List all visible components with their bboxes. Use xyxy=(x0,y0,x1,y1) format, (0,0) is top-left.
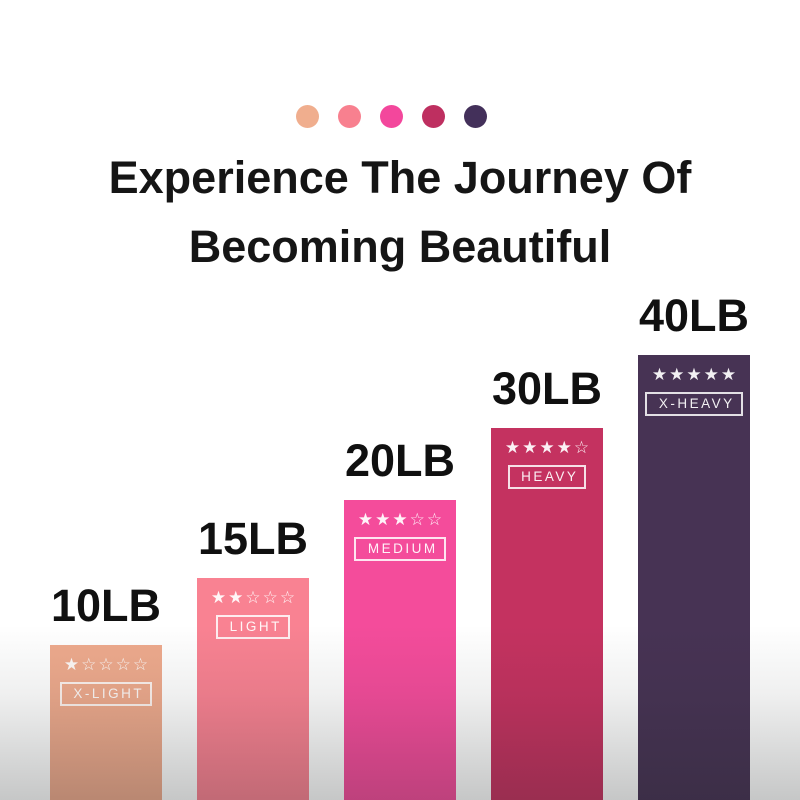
bar: ★★☆☆☆ LIGHT xyxy=(197,578,309,800)
x-heavy-dot xyxy=(463,105,487,128)
bar-weight-label: 10LB xyxy=(50,580,162,631)
heavy-dot xyxy=(421,105,445,128)
page-title: Experience The Journey Of Becoming Beaut… xyxy=(0,143,800,281)
medium-dot xyxy=(379,105,403,128)
x-light-dot xyxy=(295,105,319,128)
star-rating: ★★★★☆ xyxy=(504,438,592,458)
bar-group: 15LB ★★☆☆☆ LIGHT xyxy=(197,514,309,800)
bar-weight-label: 40LB xyxy=(638,290,750,341)
star-rating: ★★★☆☆ xyxy=(357,510,445,530)
palette-dots xyxy=(0,105,782,128)
title-line-1: Experience The Journey Of xyxy=(108,152,692,203)
bar: ★★★★☆ HEAVY xyxy=(491,428,603,800)
bar-group: 20LB ★★★☆☆ MEDIUM xyxy=(344,436,456,800)
bar-weight-label: 20LB xyxy=(344,435,456,486)
difficulty-label: X-HEAVY xyxy=(645,392,743,416)
title-line-2: Becoming Beautiful xyxy=(188,221,612,272)
bar-group: 10LB ★☆☆☆☆ X-LIGHT xyxy=(50,581,162,800)
star-rating: ★☆☆☆☆ xyxy=(63,655,151,675)
difficulty-label: LIGHT xyxy=(216,615,290,639)
bar-group: 30LB ★★★★☆ HEAVY xyxy=(491,364,603,800)
bar: ★☆☆☆☆ X-LIGHT xyxy=(50,645,162,800)
bar-group: 40LB ★★★★★ X-HEAVY xyxy=(638,291,750,800)
bar-weight-label: 30LB xyxy=(491,363,603,414)
light-dot xyxy=(337,105,361,128)
star-rating: ★★☆☆☆ xyxy=(210,588,298,608)
difficulty-label: HEAVY xyxy=(507,465,587,489)
difficulty-label: MEDIUM xyxy=(354,537,446,561)
difficulty-label: X-LIGHT xyxy=(59,682,153,706)
bar: ★★★★★ X-HEAVY xyxy=(638,355,750,800)
bar: ★★★☆☆ MEDIUM xyxy=(344,500,456,800)
star-rating: ★★★★★ xyxy=(651,365,739,385)
bar-weight-label: 15LB xyxy=(197,513,309,564)
